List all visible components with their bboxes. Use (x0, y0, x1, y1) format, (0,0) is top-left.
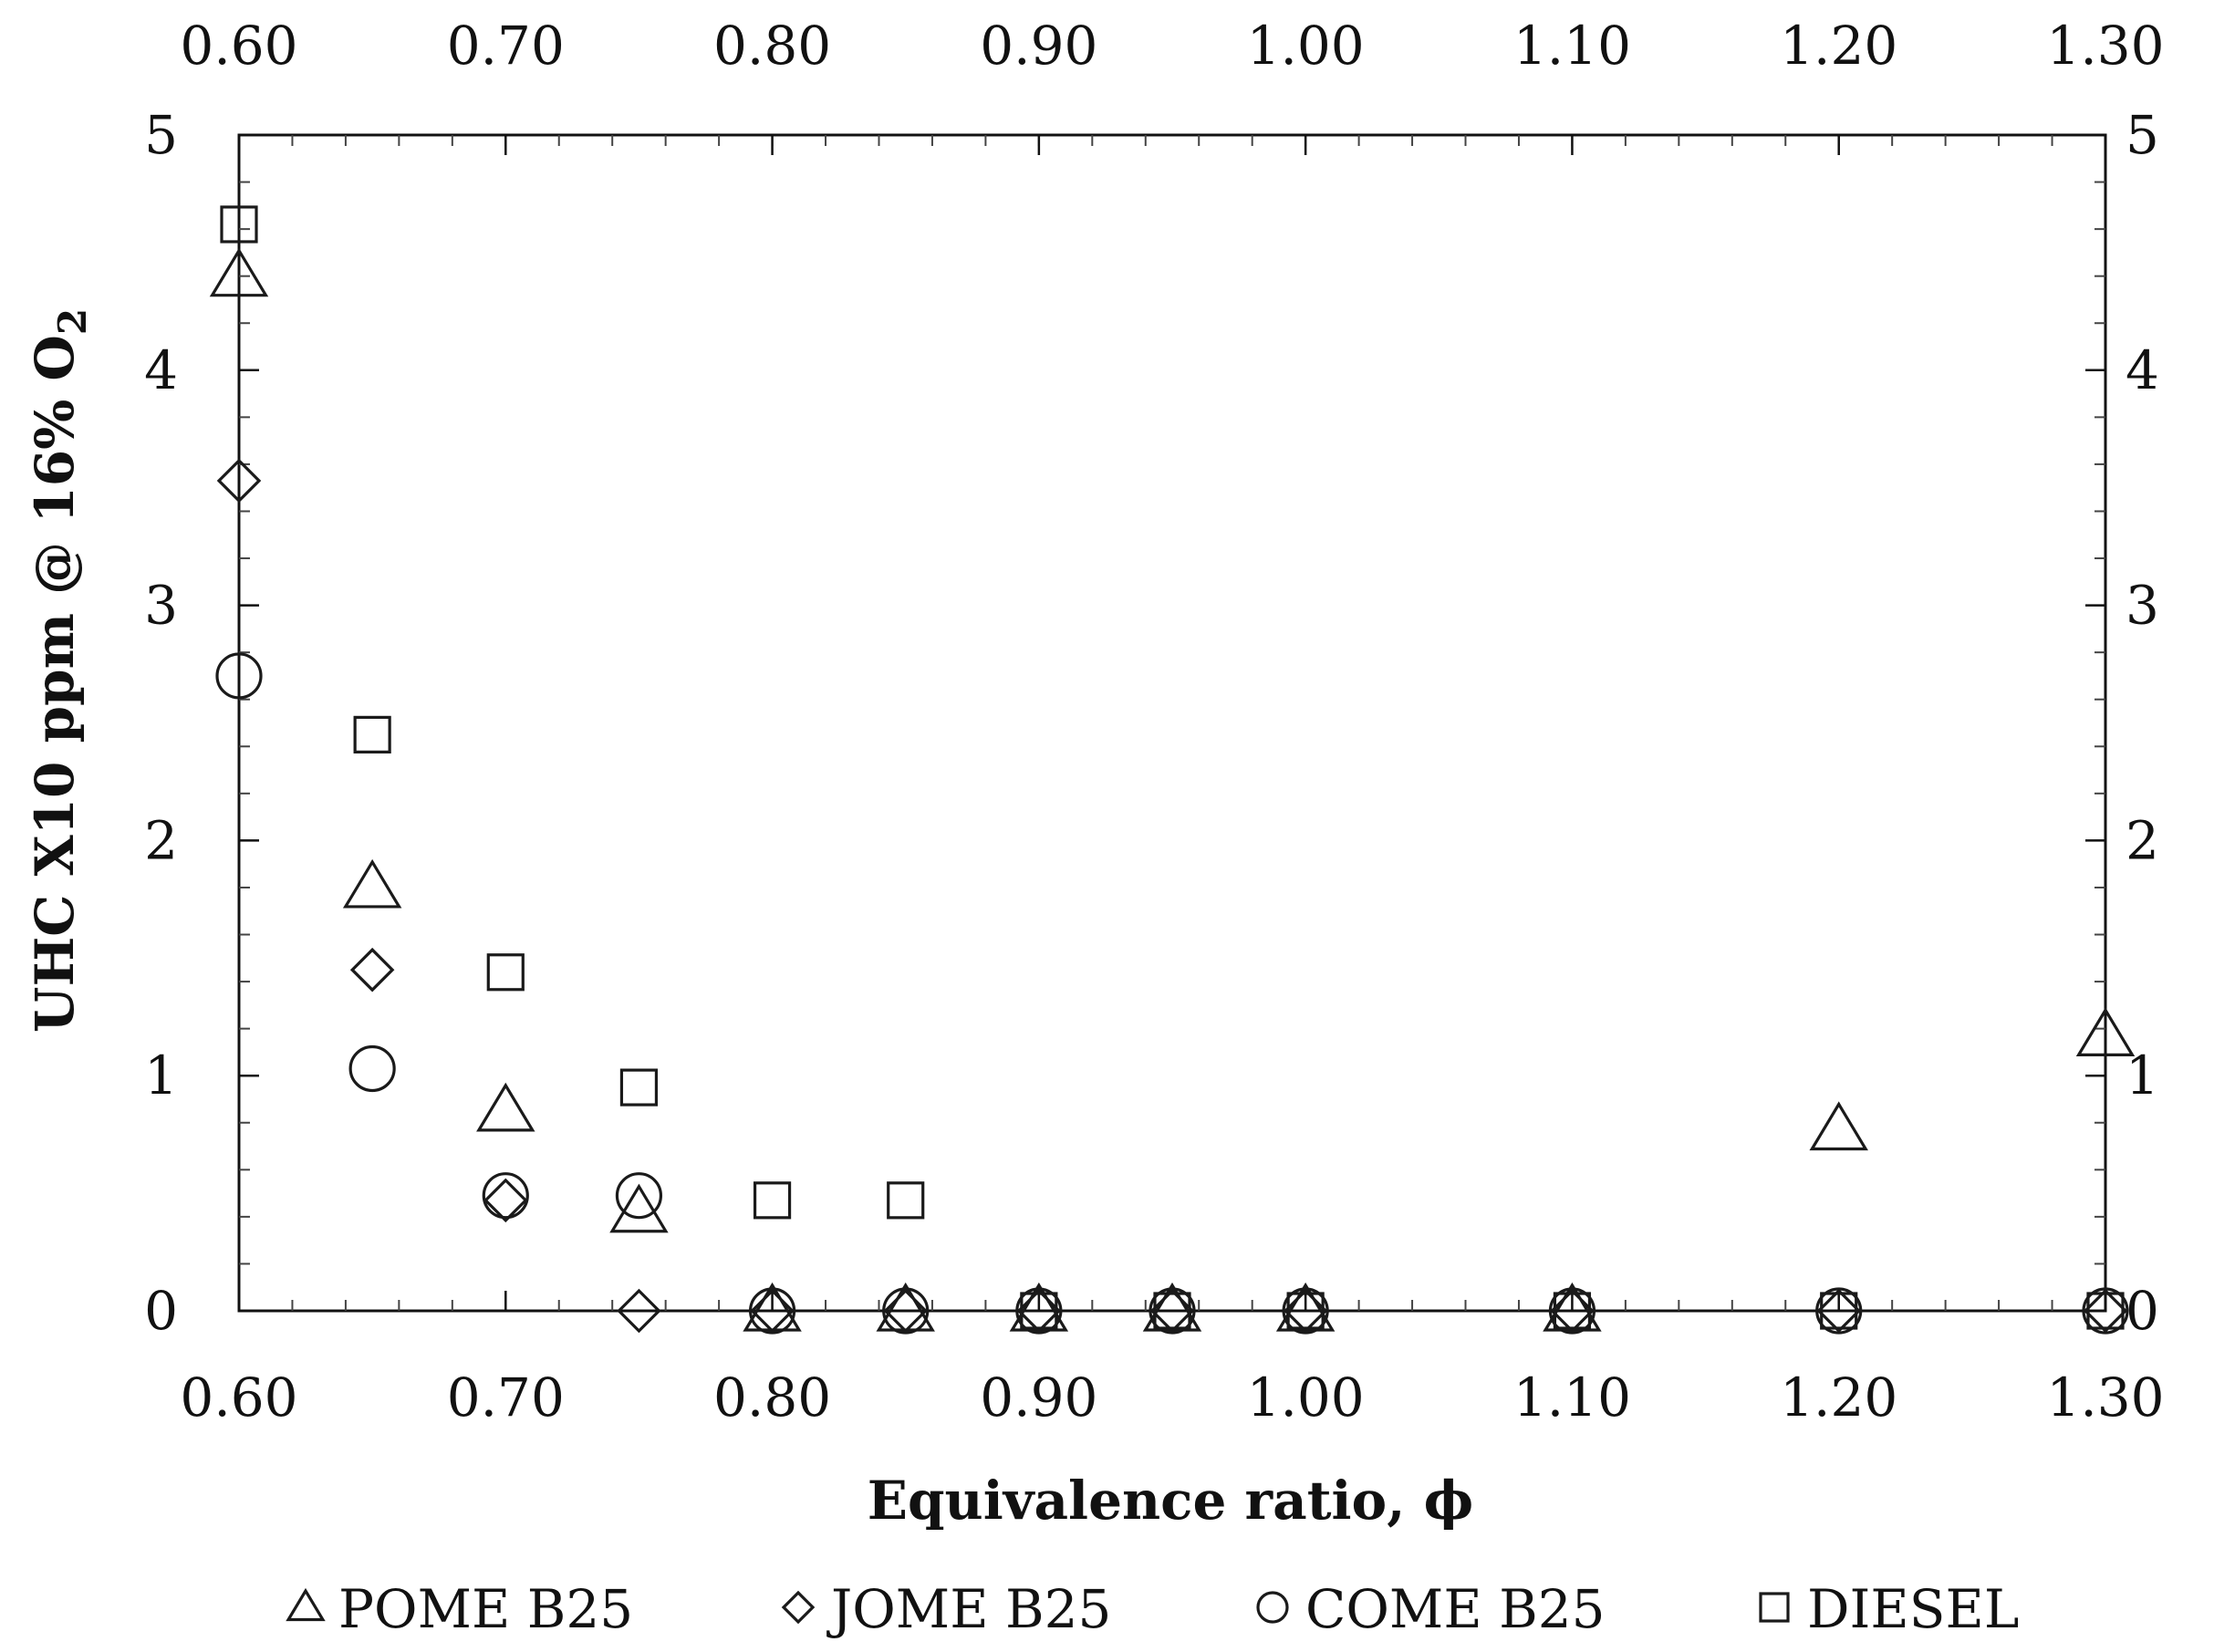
y-tick-label-left: 2 (144, 809, 178, 871)
point-jome-b25 (617, 1288, 661, 1334)
point-diesel (1020, 1292, 1058, 1330)
legend-marker-diesel (1759, 1592, 1790, 1623)
x-tick-label-top: 1.30 (2046, 15, 2164, 77)
x-tick-label-top: 0.80 (713, 15, 831, 77)
point-pome-b25 (209, 247, 269, 297)
point-diesel (753, 1181, 792, 1220)
point-jome-b25 (1550, 1288, 1595, 1334)
point-jome-b25 (483, 1178, 528, 1223)
legend-label-jome-b25: JOME B25 (826, 1578, 1111, 1640)
x-tick-label-bottom: 1.20 (1780, 1366, 1897, 1429)
y-tick-label-left: 4 (144, 339, 178, 401)
point-pome-b25 (342, 858, 402, 909)
y-tick-label-right: 2 (2126, 809, 2159, 871)
y-tick-label-left: 1 (144, 1044, 178, 1107)
point-diesel (220, 205, 258, 244)
legend: POME B25 JOME B25 COME B25 DIESEL (286, 1578, 2019, 1640)
x-axis-title: Equivalence ratio, ϕ (868, 1470, 1473, 1532)
point-come-b25 (615, 1172, 663, 1220)
point-come-b25 (1015, 1287, 1063, 1335)
legend-marker-pome-b25 (286, 1587, 326, 1622)
point-come-b25 (482, 1172, 529, 1220)
point-come-b25 (2082, 1287, 2129, 1335)
legend-label-pome-b25: POME B25 (338, 1578, 633, 1640)
point-diesel (1553, 1292, 1592, 1330)
y-axis-title: UHC X10 ppm @ 16% O2 (24, 308, 95, 1033)
x-tick-label-bottom: 1.00 (1247, 1366, 1365, 1429)
minor-ticks (239, 135, 2105, 1311)
point-jome-b25 (1816, 1288, 1861, 1334)
y-axis-title-main: UHC X10 ppm @ 16% O (24, 335, 86, 1033)
x-tick-label-top: 1.20 (1780, 15, 1897, 77)
x-tick-label-top: 0.90 (980, 15, 1097, 77)
point-pome-b25 (476, 1082, 535, 1132)
point-diesel (1153, 1292, 1191, 1330)
y-tick-label-left: 5 (144, 104, 178, 166)
point-come-b25 (748, 1287, 796, 1335)
point-diesel (619, 1068, 659, 1107)
y-tick-label-right: 0 (2126, 1280, 2159, 1342)
point-jome-b25 (1149, 1288, 1195, 1334)
point-come-b25 (348, 1044, 396, 1093)
point-jome-b25 (1283, 1288, 1328, 1334)
point-diesel (1820, 1292, 1858, 1330)
legend-marker-jome-b25 (781, 1590, 816, 1625)
point-jome-b25 (349, 947, 395, 992)
point-come-b25 (1282, 1287, 1329, 1335)
plot-area (237, 133, 2107, 1313)
x-tick-label-top: 1.10 (1513, 15, 1631, 77)
point-diesel (353, 715, 391, 753)
legend-label-diesel: DIESEL (1807, 1578, 2019, 1640)
point-pome-b25 (609, 1183, 669, 1233)
y-axis-title-subscript: 2 (50, 308, 95, 335)
point-jome-b25 (216, 458, 262, 504)
y-tick-label-right: 4 (2126, 339, 2159, 401)
point-pome-b25 (1809, 1101, 1868, 1151)
legend-label-come-b25: COME B25 (1305, 1578, 1606, 1640)
legend-marker-come-b25 (1256, 1591, 1289, 1624)
point-pome-b25 (2075, 1007, 2136, 1056)
point-diesel (2086, 1292, 2125, 1330)
point-come-b25 (1815, 1287, 1863, 1335)
tick-labels: 0.60 0.60 0.70 0.70 0.80 0.80 0.90 0.90 1.00 1.00… (144, 15, 2164, 1429)
y-tick-label-right: 3 (2126, 575, 2159, 637)
point-come-b25 (1149, 1287, 1196, 1335)
point-diesel (486, 953, 525, 992)
x-tick-label-bottom: 1.30 (2046, 1366, 2164, 1429)
point-jome-b25 (883, 1288, 928, 1334)
x-tick-label-top: 1.00 (1247, 15, 1365, 77)
x-tick-label-top: 0.60 (180, 15, 297, 77)
point-diesel (887, 1181, 925, 1220)
point-come-b25 (1548, 1287, 1596, 1335)
plot-frame (237, 133, 2107, 1313)
x-tick-label-bottom: 0.80 (713, 1366, 831, 1429)
y-tick-label-left: 3 (144, 575, 178, 637)
point-jome-b25 (750, 1288, 795, 1334)
point-jome-b25 (1016, 1288, 1062, 1334)
y-tick-label-left: 0 (144, 1280, 178, 1342)
major-ticks (237, 133, 2107, 1313)
y-tick-label-right: 5 (2126, 104, 2159, 166)
data-markers (209, 205, 2136, 1335)
point-come-b25 (882, 1287, 930, 1335)
point-diesel (1286, 1292, 1325, 1330)
x-tick-label-bottom: 0.70 (447, 1366, 565, 1429)
point-come-b25 (215, 652, 263, 700)
x-tick-label-bottom: 0.60 (180, 1366, 297, 1429)
x-tick-label-bottom: 0.90 (980, 1366, 1097, 1429)
point-jome-b25 (2083, 1288, 2128, 1334)
x-tick-label-bottom: 1.10 (1513, 1366, 1631, 1429)
x-tick-label-top: 0.70 (447, 15, 565, 77)
